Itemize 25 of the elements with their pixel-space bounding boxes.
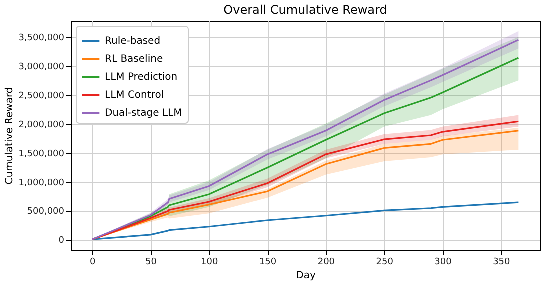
legend-label: RL Baseline [105, 54, 164, 65]
y-tick-label: 500,000 [27, 207, 65, 218]
legend-label: LLM Prediction [105, 72, 178, 83]
y-tick-label: 3,500,000 [18, 34, 65, 44]
x-tick-label: 0 [90, 258, 96, 268]
x-tick-label: 350 [493, 258, 511, 268]
legend-label: Dual-stage LLM [105, 108, 182, 119]
y-tick-label: 3,000,000 [18, 62, 65, 73]
x-tick-label: 250 [376, 258, 394, 268]
x-tick-label: 200 [318, 258, 336, 268]
y-axis-title: Cumulative Reward [4, 87, 16, 185]
y-tick-label: 2,000,000 [18, 120, 65, 130]
y-tick-label: 0 [58, 236, 65, 246]
line-series [92, 202, 520, 240]
legend-label: LLM Control [105, 90, 164, 101]
x-tick-label: 50 [146, 258, 158, 268]
x-axis-title: Day [296, 270, 316, 282]
chart-title: Overall Cumulative Reward [224, 3, 388, 17]
x-tick-label: 100 [201, 258, 218, 268]
y-tick-label: 1,000,000 [18, 178, 65, 188]
x-tick-label: 150 [259, 258, 277, 268]
y-tick-label: 2,500,000 [18, 92, 65, 102]
y-tick-label: 1,500,000 [18, 149, 65, 160]
x-tick-label: 300 [434, 258, 452, 268]
legend-label: Rule-based [105, 36, 161, 47]
